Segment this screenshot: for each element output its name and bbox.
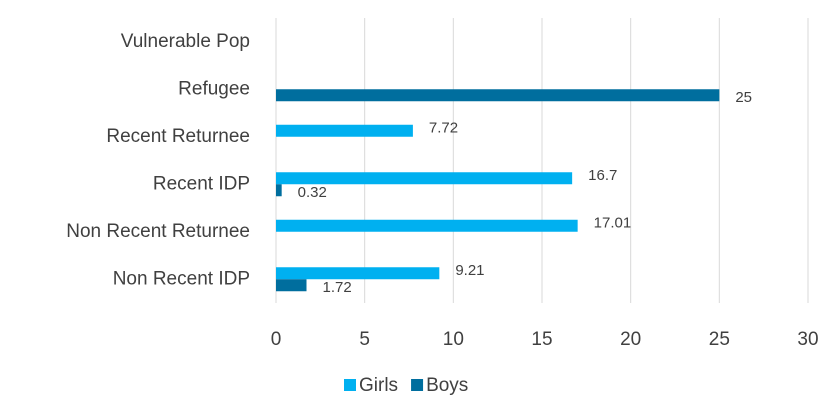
bar <box>276 267 440 280</box>
x-tick-label: 15 <box>531 329 552 350</box>
data-label: 16.7 <box>588 167 617 184</box>
bar <box>276 172 573 185</box>
legend-label: Girls <box>359 375 398 396</box>
data-label: 1.72 <box>323 279 352 296</box>
data-label: 17.01 <box>594 215 632 232</box>
y-tick-label: Recent IDP <box>153 173 250 194</box>
data-label: 0.32 <box>298 184 327 201</box>
y-tick-label: Refugee <box>178 78 250 99</box>
x-tick-label: 25 <box>709 329 730 350</box>
y-tick-label: Vulnerable Pop <box>121 31 250 52</box>
bar <box>276 279 307 292</box>
x-tick-label: 5 <box>359 329 370 350</box>
y-tick-label: Non Recent IDP <box>113 268 250 289</box>
legend-label: Boys <box>426 375 468 396</box>
data-label: 9.21 <box>455 262 484 279</box>
y-tick-label: Recent Returnee <box>106 126 250 147</box>
x-tick-label: 30 <box>797 329 818 350</box>
data-label: 7.72 <box>429 120 458 137</box>
x-tick-label: 0 <box>271 329 282 350</box>
bar <box>276 184 282 197</box>
legend-swatch <box>344 379 356 391</box>
data-label: 25 <box>735 89 752 106</box>
x-tick-label: 10 <box>443 329 464 350</box>
bar <box>276 89 720 102</box>
bar <box>276 124 413 137</box>
bar <box>276 219 578 232</box>
y-tick-label: Non Recent Returnee <box>66 221 250 242</box>
x-tick-label: 20 <box>620 329 641 350</box>
legend-swatch <box>411 379 424 391</box>
